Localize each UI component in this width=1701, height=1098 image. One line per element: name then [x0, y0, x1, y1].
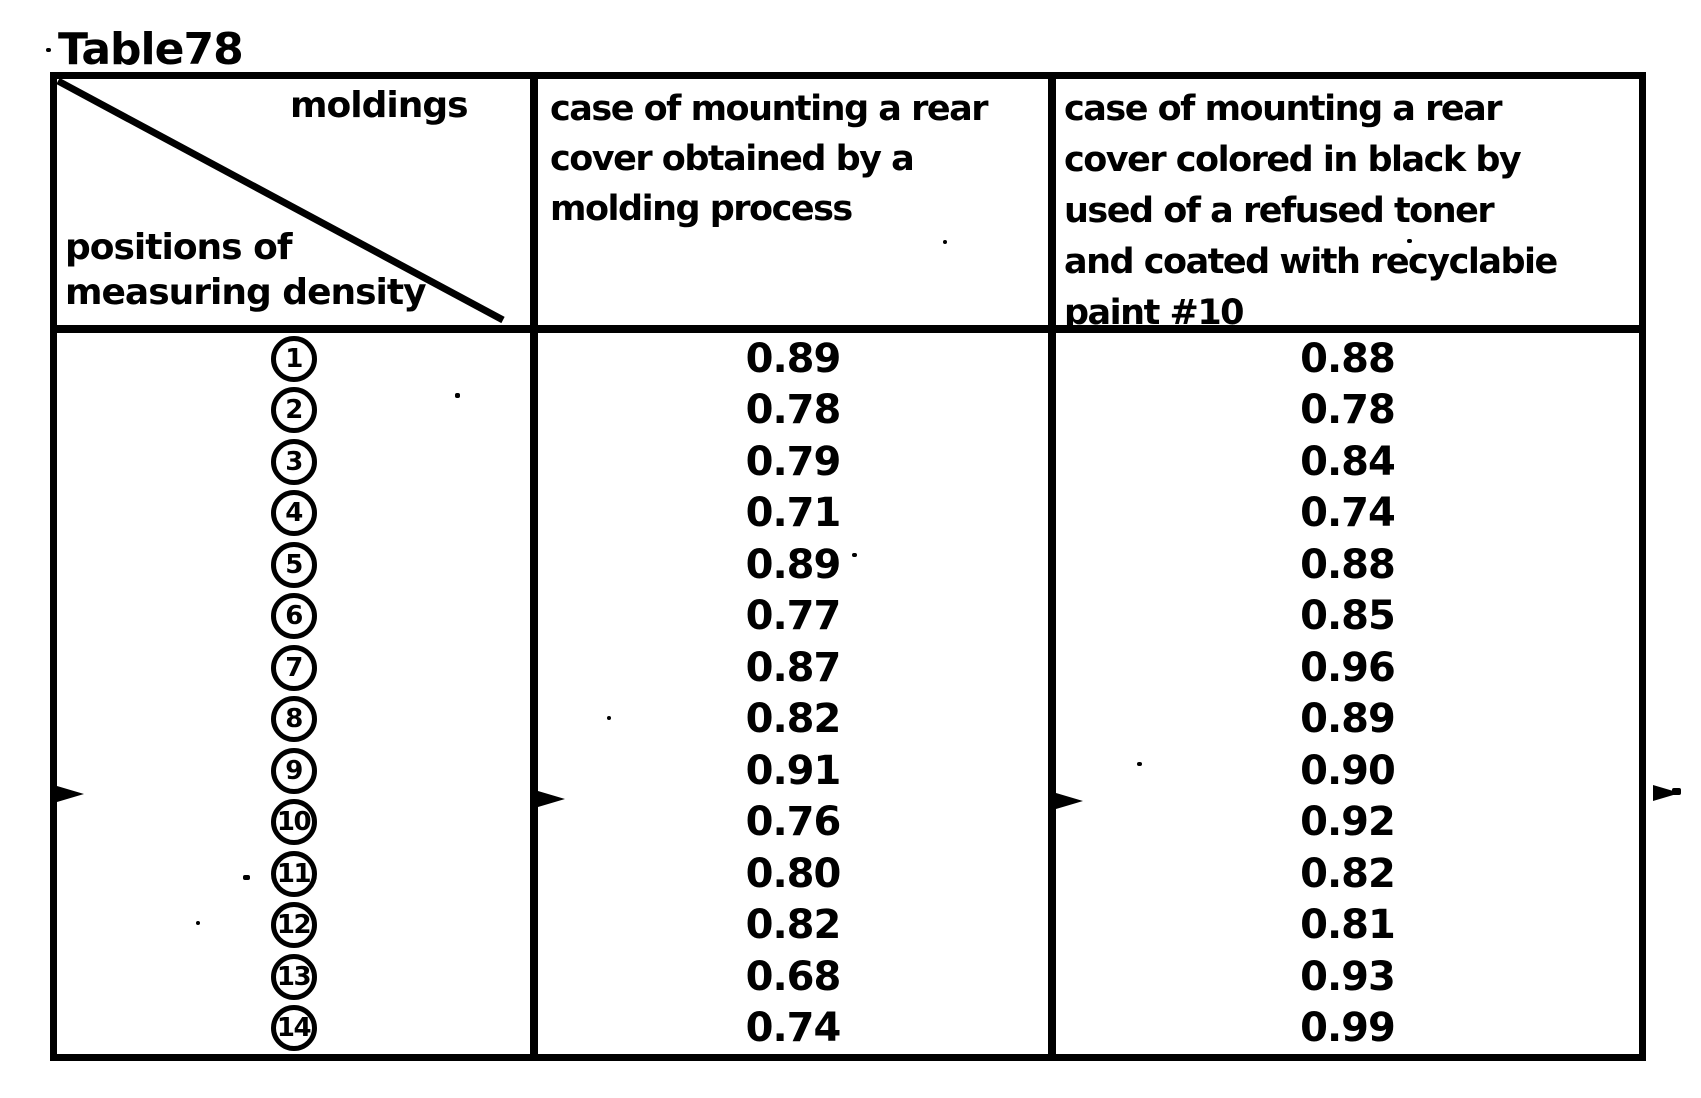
header-separator — [57, 325, 1639, 333]
position-circle: 3 — [270, 438, 317, 485]
table-row: 10 0.76 0.92 — [57, 797, 1639, 849]
header-line: cover colored in black by — [1064, 140, 1522, 180]
noise-speck — [1407, 239, 1412, 243]
position-circle: 1 — [270, 335, 317, 382]
molding-density-value: 0.78 — [745, 387, 842, 434]
table-row: 2 0.78 0.78 — [57, 385, 1639, 437]
position-circle: 4 — [270, 490, 317, 537]
black-cover-density-value: 0.96 — [1300, 644, 1396, 691]
molding-density-value: 0.71 — [745, 490, 842, 537]
position-circle: 8 — [270, 696, 317, 743]
header-line: used of a refused toner — [1064, 191, 1495, 231]
position-circle: 9 — [270, 747, 317, 794]
page-title: Table78 — [58, 24, 244, 75]
position-circle: 11 — [270, 850, 317, 897]
header-line: paint #10 — [1064, 293, 1245, 333]
header-line: case of mounting a rear — [1064, 89, 1502, 129]
header-line: and coated with recyclabie — [1064, 242, 1558, 282]
table-row: 4 0.71 0.74 — [57, 488, 1639, 540]
black-cover-density-value: 0.92 — [1300, 799, 1396, 846]
black-cover-density-value: 0.84 — [1300, 438, 1396, 485]
noise-speck — [943, 240, 947, 244]
black-cover-density-value: 0.99 — [1300, 1005, 1396, 1052]
molding-density-value: 0.76 — [745, 799, 842, 846]
table-row: 1 0.89 0.88 — [57, 333, 1639, 385]
noise-speck — [1137, 762, 1142, 766]
corner-label-moldings: moldings — [290, 85, 469, 126]
molding-density-value: 0.91 — [745, 747, 842, 794]
table-row: 7 0.87 0.96 — [57, 642, 1639, 694]
position-circle: 2 — [270, 387, 317, 434]
corner-label-line1: positions of — [65, 227, 293, 268]
molding-density-value: 0.87 — [745, 644, 842, 691]
black-cover-density-value: 0.81 — [1300, 902, 1396, 949]
table-body: 1 0.89 0.88 2 0.78 0.78 3 0.79 0.84 4 0.… — [57, 333, 1639, 1054]
black-cover-density-value: 0.85 — [1300, 593, 1396, 640]
noise-speck — [455, 393, 460, 398]
table-row: 11 0.80 0.82 — [57, 848, 1639, 900]
position-circle: 12 — [270, 902, 317, 949]
table-row: 14 0.74 0.99 — [57, 1003, 1639, 1055]
density-table: moldings positions of measuring density … — [50, 72, 1646, 1061]
black-cover-density-value: 0.90 — [1300, 747, 1396, 794]
table-row: 3 0.79 0.84 — [57, 436, 1639, 488]
black-cover-density-value: 0.82 — [1300, 850, 1396, 897]
table-row: 9 0.91 0.90 — [57, 745, 1639, 797]
table-row: 6 0.77 0.85 — [57, 591, 1639, 643]
molding-density-value: 0.82 — [745, 696, 842, 743]
noise-speck — [852, 553, 857, 557]
table-row: 12 0.82 0.81 — [57, 900, 1639, 952]
table-row: 8 0.82 0.89 — [57, 694, 1639, 746]
column-divider-1 — [530, 79, 538, 1054]
black-cover-density-value: 0.88 — [1300, 335, 1396, 382]
column-divider-2 — [1048, 79, 1056, 1054]
black-cover-density-value: 0.78 — [1300, 387, 1396, 434]
column-header-molding-case: case of mounting a rear cover obtained b… — [550, 84, 989, 234]
table-row: 13 0.68 0.93 — [57, 951, 1639, 1003]
molding-density-value: 0.80 — [745, 850, 842, 897]
noise-speck — [243, 875, 250, 880]
molding-density-value: 0.74 — [745, 1005, 842, 1052]
header-line: molding process — [550, 189, 853, 229]
noise-speck — [607, 716, 611, 720]
header-line: case of mounting a rear — [550, 89, 989, 129]
molding-density-value: 0.79 — [745, 438, 842, 485]
header-line: cover obtained by a — [550, 139, 915, 179]
molding-density-value: 0.82 — [745, 902, 842, 949]
position-circle: 13 — [270, 953, 317, 1000]
molding-density-value: 0.89 — [745, 335, 842, 382]
position-circle: 7 — [270, 644, 317, 691]
position-circle: 5 — [270, 541, 317, 588]
corner-label-positions: positions of measuring density — [65, 225, 427, 315]
diagonal-divider — [57, 79, 505, 324]
column-header-black-cover-case: case of mounting a rear cover colored in… — [1064, 84, 1558, 339]
black-cover-density-value: 0.89 — [1300, 696, 1396, 743]
noise-speck — [1672, 788, 1681, 795]
black-cover-density-value: 0.74 — [1300, 490, 1396, 537]
molding-density-value: 0.77 — [745, 593, 842, 640]
molding-density-value: 0.89 — [745, 541, 842, 588]
molding-density-value: 0.68 — [745, 953, 842, 1000]
noise-speck — [46, 48, 51, 52]
noise-speck — [196, 921, 200, 925]
black-cover-density-value: 0.93 — [1300, 953, 1396, 1000]
corner-label-line2: measuring density — [65, 272, 427, 313]
position-circle: 6 — [270, 593, 317, 640]
black-cover-density-value: 0.88 — [1300, 541, 1396, 588]
table-row: 5 0.89 0.88 — [57, 539, 1639, 591]
position-circle: 10 — [270, 799, 317, 846]
position-circle: 14 — [270, 1005, 317, 1052]
